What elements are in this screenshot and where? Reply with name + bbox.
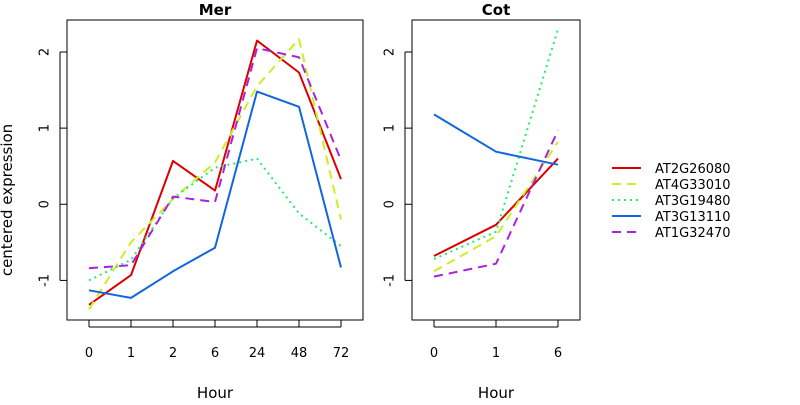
legend-item: AT3G13110 — [612, 210, 731, 225]
x-tick-label: 48 — [291, 346, 308, 361]
legend-label: AT3G19480 — [655, 194, 731, 209]
legend: AT2G26080AT4G33010AT3G19480AT3G13110AT1G… — [612, 162, 731, 241]
series-line-at1g32470 — [433, 129, 559, 278]
series-line-at3g13110 — [433, 113, 559, 166]
legend-item: AT4G33010 — [612, 178, 731, 193]
y-tick-label: 2 — [383, 48, 398, 56]
legend-label: AT2G26080 — [655, 162, 731, 177]
series-line-at2g26080 — [433, 157, 559, 257]
x-tick-label: 72 — [333, 346, 350, 361]
x-tick-label: 1 — [492, 346, 500, 361]
series-line-at3g19480 — [88, 157, 342, 282]
x-tick-label: 1 — [127, 346, 135, 361]
x-tick-label: 6 — [211, 346, 219, 361]
y-tick-label: 1 — [383, 124, 398, 132]
series-line-at3g13110 — [88, 90, 342, 299]
legend-label: AT3G13110 — [655, 210, 731, 225]
y-tick-label: 0 — [383, 200, 398, 208]
x-tick-label: 24 — [249, 346, 266, 361]
series-line-at4g33010 — [433, 141, 559, 273]
x-tick-label: 0 — [430, 346, 438, 361]
y-tick-label: -1 — [383, 274, 398, 287]
y-tick-label: 1 — [38, 124, 53, 132]
x-tick-label: 2 — [169, 346, 177, 361]
plot-frame — [66, 19, 364, 321]
series-line-at1g32470 — [88, 47, 342, 270]
series-line-at2g26080 — [88, 39, 342, 306]
y-tick-label: 0 — [38, 200, 53, 208]
legend-label: AT4G33010 — [655, 178, 731, 193]
y-axis-label: centered expression — [0, 124, 16, 276]
y-tick-label: 2 — [38, 48, 53, 56]
panels: Mer 0 1 2 6 24 48 72 -1 0 1 2 Hour Cot 0 1 6 -1 0 1 2 Hour — [38, 1, 581, 402]
panel-title: Mer — [199, 1, 232, 19]
x-tick-label: 0 — [85, 346, 93, 361]
x-axis-label: Hour — [478, 384, 515, 400]
panel-mer: Mer 0 1 2 6 24 48 72 -1 0 1 2 Hour — [38, 1, 364, 402]
legend-label: AT1G32470 — [655, 226, 731, 241]
legend-item: AT3G19480 — [612, 194, 731, 209]
legend-item: AT2G26080 — [612, 162, 731, 177]
panel-title: Cot — [482, 1, 510, 19]
series-line-at4g33010 — [88, 38, 342, 310]
y-tick-label: -1 — [38, 274, 53, 287]
x-tick-label: 6 — [554, 346, 562, 361]
legend-item: AT1G32470 — [612, 226, 731, 241]
x-axis-label: Hour — [197, 384, 234, 400]
panel-cot: Cot 0 1 6 -1 0 1 2 Hour — [383, 1, 581, 402]
series-line-at3g19480 — [433, 28, 559, 261]
